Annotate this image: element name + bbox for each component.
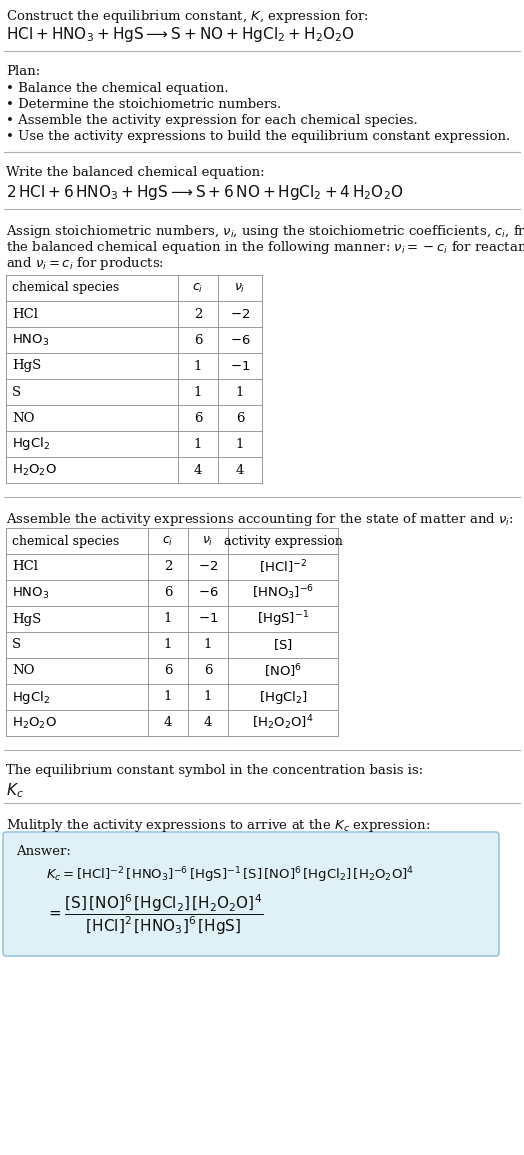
Text: activity expression: activity expression bbox=[224, 535, 343, 547]
Text: 1: 1 bbox=[194, 386, 202, 398]
Text: $K_c = [\mathrm{HCl}]^{-2}\,[\mathrm{HNO_3}]^{-6}\,[\mathrm{HgS}]^{-1}\,[\mathrm: $K_c = [\mathrm{HCl}]^{-2}\,[\mathrm{HNO… bbox=[46, 865, 414, 885]
Text: 6: 6 bbox=[194, 411, 202, 425]
Text: 1: 1 bbox=[204, 691, 212, 703]
Text: HgS: HgS bbox=[12, 612, 41, 626]
Text: 1: 1 bbox=[164, 691, 172, 703]
Text: Assign stoichiometric numbers, $\nu_i$, using the stoichiometric coefficients, $: Assign stoichiometric numbers, $\nu_i$, … bbox=[6, 223, 524, 240]
Text: 1: 1 bbox=[194, 359, 202, 373]
Text: Assemble the activity expressions accounting for the state of matter and $\nu_i$: Assemble the activity expressions accoun… bbox=[6, 511, 514, 528]
Text: 4: 4 bbox=[204, 716, 212, 730]
Text: $[\mathrm{HgCl_2}]$: $[\mathrm{HgCl_2}]$ bbox=[258, 688, 308, 706]
Text: $\mathrm{HNO_3}$: $\mathrm{HNO_3}$ bbox=[12, 333, 50, 348]
Text: Plan:: Plan: bbox=[6, 65, 40, 79]
Text: 4: 4 bbox=[236, 463, 244, 477]
Text: $-1$: $-1$ bbox=[198, 612, 218, 626]
Text: 6: 6 bbox=[236, 411, 244, 425]
Text: $[\mathrm{NO}]^6$: $[\mathrm{NO}]^6$ bbox=[264, 662, 302, 680]
Text: $[\mathrm{HCl}]^{-2}$: $[\mathrm{HCl}]^{-2}$ bbox=[259, 558, 307, 576]
Text: S: S bbox=[12, 386, 21, 398]
Text: 1: 1 bbox=[204, 639, 212, 651]
Text: Answer:: Answer: bbox=[16, 845, 71, 858]
Text: $K_c$: $K_c$ bbox=[6, 781, 24, 799]
Text: $\mathrm{H_2O_2O}$: $\mathrm{H_2O_2O}$ bbox=[12, 715, 57, 731]
Text: 1: 1 bbox=[236, 386, 244, 398]
Text: S: S bbox=[12, 639, 21, 651]
Text: $\mathrm{HCl + HNO_3 + HgS} \longrightarrow \mathrm{S + NO + HgCl_2 + H_2O_2O}$: $\mathrm{HCl + HNO_3 + HgS} \longrightar… bbox=[6, 25, 355, 44]
Text: $\nu_i$: $\nu_i$ bbox=[202, 535, 214, 547]
FancyBboxPatch shape bbox=[3, 832, 499, 956]
Text: and $\nu_i = c_i$ for products:: and $\nu_i = c_i$ for products: bbox=[6, 255, 164, 271]
Text: Construct the equilibrium constant, $K$, expression for:: Construct the equilibrium constant, $K$,… bbox=[6, 8, 369, 25]
Text: $\mathrm{2\,HCl + 6\,HNO_3 + HgS} \longrightarrow \mathrm{S + 6\,NO + HgCl_2 + 4: $\mathrm{2\,HCl + 6\,HNO_3 + HgS} \longr… bbox=[6, 182, 403, 202]
Text: 1: 1 bbox=[236, 438, 244, 450]
Text: 4: 4 bbox=[164, 716, 172, 730]
Text: 1: 1 bbox=[194, 438, 202, 450]
Text: $\mathrm{H_2O_2O}$: $\mathrm{H_2O_2O}$ bbox=[12, 462, 57, 477]
Text: the balanced chemical equation in the following manner: $\nu_i = -c_i$ for react: the balanced chemical equation in the fo… bbox=[6, 239, 524, 256]
Text: The equilibrium constant symbol in the concentration basis is:: The equilibrium constant symbol in the c… bbox=[6, 763, 423, 777]
Text: • Assemble the activity expression for each chemical species.: • Assemble the activity expression for e… bbox=[6, 114, 418, 127]
Text: 1: 1 bbox=[164, 612, 172, 626]
Text: NO: NO bbox=[12, 411, 35, 425]
Text: $-2$: $-2$ bbox=[198, 560, 218, 574]
Text: $[\mathrm{HNO_3}]^{-6}$: $[\mathrm{HNO_3}]^{-6}$ bbox=[252, 583, 314, 603]
Text: $-2$: $-2$ bbox=[230, 307, 250, 320]
Text: Write the balanced chemical equation:: Write the balanced chemical equation: bbox=[6, 166, 265, 179]
Text: • Determine the stoichiometric numbers.: • Determine the stoichiometric numbers. bbox=[6, 98, 281, 111]
Text: $\mathrm{HgCl_2}$: $\mathrm{HgCl_2}$ bbox=[12, 435, 50, 453]
Text: 6: 6 bbox=[194, 334, 202, 346]
Text: $\nu_i$: $\nu_i$ bbox=[234, 282, 246, 295]
Text: $-6$: $-6$ bbox=[230, 334, 250, 346]
Text: 6: 6 bbox=[204, 664, 212, 678]
Text: 2: 2 bbox=[164, 560, 172, 574]
Text: $c_i$: $c_i$ bbox=[162, 535, 173, 547]
Text: $[\mathrm{HgS}]^{-1}$: $[\mathrm{HgS}]^{-1}$ bbox=[257, 609, 309, 628]
Text: $= \dfrac{[\mathrm{S}]\,[\mathrm{NO}]^6\,[\mathrm{HgCl_2}]\,[\mathrm{H_2O_2O}]^4: $= \dfrac{[\mathrm{S}]\,[\mathrm{NO}]^6\… bbox=[46, 893, 264, 937]
Text: $-1$: $-1$ bbox=[230, 359, 250, 373]
Text: $\mathrm{HgCl_2}$: $\mathrm{HgCl_2}$ bbox=[12, 688, 50, 706]
Text: $-6$: $-6$ bbox=[198, 587, 219, 599]
Text: • Balance the chemical equation.: • Balance the chemical equation. bbox=[6, 82, 228, 95]
Text: $[\mathrm{S}]$: $[\mathrm{S}]$ bbox=[273, 638, 293, 653]
Text: HCl: HCl bbox=[12, 560, 38, 574]
Text: $c_i$: $c_i$ bbox=[192, 282, 204, 295]
Text: HCl: HCl bbox=[12, 307, 38, 320]
Text: HgS: HgS bbox=[12, 359, 41, 373]
Text: 2: 2 bbox=[194, 307, 202, 320]
Text: $\mathrm{HNO_3}$: $\mathrm{HNO_3}$ bbox=[12, 586, 50, 601]
Text: 4: 4 bbox=[194, 463, 202, 477]
Text: Mulitply the activity expressions to arrive at the $K_c$ expression:: Mulitply the activity expressions to arr… bbox=[6, 817, 430, 834]
Text: $[\mathrm{H_2O_2O}]^4$: $[\mathrm{H_2O_2O}]^4$ bbox=[253, 714, 314, 732]
Text: 6: 6 bbox=[163, 664, 172, 678]
Text: NO: NO bbox=[12, 664, 35, 678]
Text: chemical species: chemical species bbox=[12, 535, 119, 547]
Text: • Use the activity expressions to build the equilibrium constant expression.: • Use the activity expressions to build … bbox=[6, 131, 510, 143]
Text: 6: 6 bbox=[163, 587, 172, 599]
Text: chemical species: chemical species bbox=[12, 282, 119, 295]
Text: 1: 1 bbox=[164, 639, 172, 651]
